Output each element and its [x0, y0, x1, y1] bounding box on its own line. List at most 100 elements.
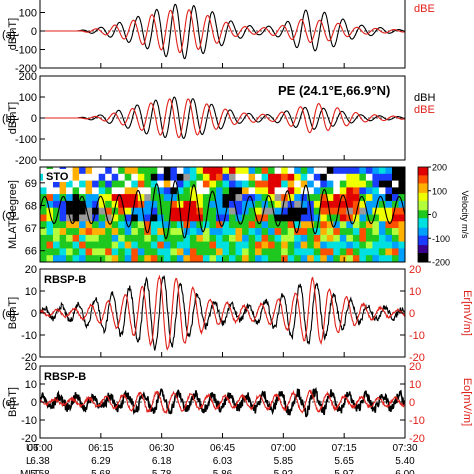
heatmap-cell [216, 234, 223, 242]
y-axis-label: dB[nT] [7, 102, 19, 134]
heatmap-cell [216, 255, 223, 262]
heatmap-cell [124, 167, 132, 175]
heatmap-cell [274, 200, 282, 208]
heatmap-cell [66, 173, 73, 181]
heatmap-cell [150, 228, 158, 236]
heatmap-cell [66, 248, 73, 256]
heatmap-cell [196, 241, 204, 249]
heatmap-cell [274, 221, 282, 229]
heatmap-cell [222, 214, 230, 222]
heatmap-cell [294, 187, 301, 195]
heatmap-cell [274, 248, 282, 256]
heatmap-cell [79, 207, 86, 215]
mlt-row-label: MLT [20, 469, 39, 474]
heatmap-cell [372, 167, 380, 175]
heatmap-cell [92, 221, 99, 229]
heatmap-cell [170, 200, 178, 208]
heatmap-cell [40, 187, 47, 195]
heatmap-cell [333, 241, 341, 249]
heatmap-cell [176, 187, 184, 195]
colorbar-swatch [418, 233, 428, 236]
heatmap-cell [163, 248, 171, 256]
heatmap-cell [333, 194, 341, 202]
heatmap-cell [46, 248, 54, 256]
heatmap-cell [346, 200, 354, 208]
ut-label: UT [26, 443, 39, 454]
heatmap-cell [235, 255, 243, 262]
panel-letter: (d) [2, 308, 15, 320]
colorbar-swatch [418, 212, 428, 215]
colorbar-swatch [418, 228, 428, 231]
heatmap-cell [124, 255, 132, 262]
heatmap-cell [378, 248, 386, 256]
heatmap-cell [365, 194, 373, 202]
heatmap-cell [53, 187, 60, 195]
heatmap-cell [144, 234, 152, 242]
heatmap-cell [59, 255, 67, 262]
y-axis-label: Br[nT] [7, 387, 19, 417]
heatmap-cell [274, 180, 282, 188]
heatmap-cell [398, 187, 405, 195]
heatmap-cell [307, 187, 314, 195]
heatmap-cell [98, 255, 106, 262]
heatmap-cell [59, 194, 67, 202]
heatmap-cell [118, 234, 125, 242]
heatmap-cell [209, 180, 217, 188]
heatmap-cell [385, 248, 393, 256]
heatmap-cell [59, 214, 67, 222]
heatmap-cell [98, 228, 106, 236]
heatmap-cell [242, 248, 249, 256]
heatmap-cell [118, 173, 125, 181]
colorbar-swatch [418, 243, 428, 246]
heatmap-cell [268, 194, 275, 202]
panel-a: 100 0 -100 -200 (a)dB[nT] dBE [2, 0, 435, 75]
heatmap-cell [268, 248, 275, 256]
heatmap-cell [300, 241, 308, 249]
heatmap-cell [281, 228, 288, 236]
heatmap-cell [398, 200, 405, 208]
heatmap-cell [53, 180, 60, 188]
heatmap-cell [300, 214, 308, 222]
colorbar-tick-label: -200 [432, 258, 450, 268]
heatmap-cell [300, 194, 308, 202]
heatmap-cell [216, 173, 223, 181]
heatmap-cell [294, 234, 301, 242]
y-axis-label: Bo[nT] [7, 297, 19, 329]
heatmap-cell [392, 255, 399, 262]
heatmap-cell [313, 180, 321, 188]
heatmap-cell [202, 241, 210, 249]
heatmap-cell [274, 173, 282, 181]
heatmap-cell [183, 241, 191, 249]
heatmap-cell [137, 234, 145, 242]
y-tick-label-right: 10 [409, 379, 421, 391]
heatmap-cell [209, 167, 217, 175]
heatmap-cell [157, 255, 165, 262]
heatmap-cell [124, 207, 132, 215]
heatmap-cell [378, 241, 386, 249]
heatmap-cell [359, 255, 367, 262]
heatmap-cell [150, 167, 158, 175]
heatmap-cell [189, 248, 197, 256]
heatmap-cell [352, 187, 360, 195]
heatmap-cell [40, 214, 47, 222]
heatmap-cell [92, 214, 99, 222]
heatmap-cell [274, 228, 282, 236]
heatmap-cell [92, 234, 99, 242]
heatmap-cell [216, 221, 223, 229]
heatmap-cell [378, 200, 386, 208]
heatmap-cell [131, 194, 139, 202]
heatmap-cell [326, 234, 334, 242]
heatmap-cell [313, 241, 321, 249]
heatmap-cell [378, 167, 386, 175]
heatmap-cell [365, 207, 373, 215]
heatmap-cell [398, 194, 405, 202]
y-tick-label: -100 [15, 134, 37, 146]
heatmap-cell [307, 241, 314, 249]
heatmap-cell [385, 221, 393, 229]
heatmap-cell [294, 221, 301, 229]
y-axis-label-right: Er[mV/m] [461, 290, 473, 336]
heatmap-cell [202, 200, 210, 208]
heatmap-cell [346, 255, 354, 262]
heatmap-cell [98, 187, 106, 195]
heatmap-cell [105, 194, 112, 202]
